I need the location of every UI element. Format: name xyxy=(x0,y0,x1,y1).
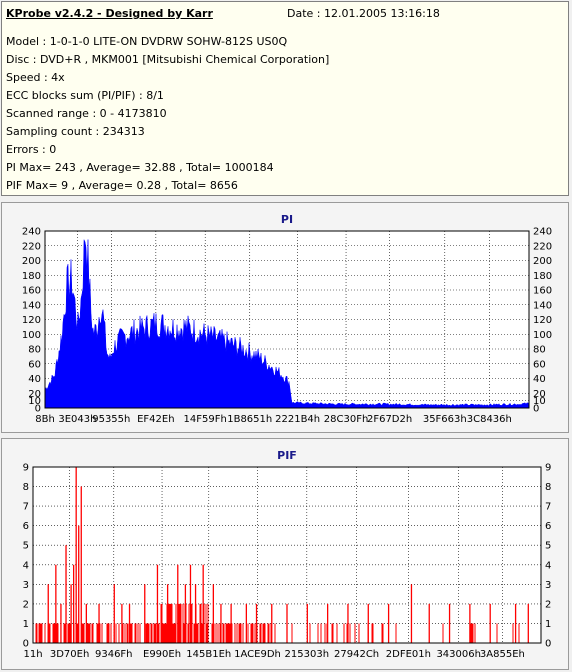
pi-xtick-9: 35F663h xyxy=(423,414,467,425)
pi-ytick-right-2: 20 xyxy=(533,389,546,400)
pif-xtick-5: 1ACE9Dh xyxy=(234,649,281,660)
pif-ytick-left-7: 7 xyxy=(23,502,29,513)
pi-xtick-2: 95355h xyxy=(92,414,130,425)
pi-ytick-left-1: 10 xyxy=(28,396,41,407)
errors-line: Errors : 0 xyxy=(6,143,57,156)
pif-ytick-right-1: 1 xyxy=(545,619,551,630)
pif-ytick-right-4: 4 xyxy=(545,560,551,571)
pi-summary-line: PI Max= 243 , Average= 32.88 , Total= 10… xyxy=(6,161,274,174)
pif-summary-line: PIF Max= 9 , Average= 0.28 , Total= 8656 xyxy=(6,179,238,192)
pi-ytick-right-10: 180 xyxy=(533,271,552,282)
pif-ytick-right-0: 0 xyxy=(545,639,551,650)
pi-xtick-10: 3C8436h xyxy=(467,414,512,425)
range-line: Scanned range : 0 - 4173810 xyxy=(6,107,167,120)
pi-ytick-left-7: 120 xyxy=(22,315,41,326)
pif-ytick-right-6: 6 xyxy=(545,521,551,532)
pi-ytick-left-2: 20 xyxy=(28,389,41,400)
pif-xtick-1: 3D70Eh xyxy=(50,649,89,660)
pif-ytick-left-4: 4 xyxy=(23,560,29,571)
info-panel: KProbe v2.4.2 - Designed by Karr Date : … xyxy=(1,1,569,196)
pif-ytick-left-6: 6 xyxy=(23,521,29,532)
pi-xtick-0: 8Bh xyxy=(35,414,55,425)
pif-ytick-left-5: 5 xyxy=(23,541,29,552)
pif-xtick-3: E990Eh xyxy=(143,649,181,660)
pi-plot-border xyxy=(44,230,530,409)
pif-xtick-9: 343006h xyxy=(436,649,481,660)
ecc-line: ECC blocks sum (PI/PIF) : 8/1 xyxy=(6,89,164,102)
pif-plot-border xyxy=(32,466,542,644)
pi-ytick-left-12: 220 xyxy=(22,241,41,252)
pi-ytick-left-9: 160 xyxy=(22,286,41,297)
pi-ytick-right-9: 160 xyxy=(533,286,552,297)
pi-ytick-right-7: 120 xyxy=(533,315,552,326)
pi-ytick-left-3: 40 xyxy=(28,374,41,385)
pif-ytick-right-5: 5 xyxy=(545,541,551,552)
pif-ytick-left-1: 1 xyxy=(23,619,29,630)
pi-ytick-right-4: 60 xyxy=(533,359,546,370)
pi-ytick-right-12: 220 xyxy=(533,241,552,252)
speed-line: Speed : 4x xyxy=(6,71,65,84)
pif-ytick-right-3: 3 xyxy=(545,580,551,591)
pif-ytick-left-2: 2 xyxy=(23,599,29,610)
pif-ytick-left-0: 0 xyxy=(23,639,29,650)
pif-xtick-6: 215303h xyxy=(285,649,330,660)
pif-ytick-right-9: 9 xyxy=(545,463,551,474)
pi-ytick-right-0: 0 xyxy=(533,404,539,415)
pi-series-area xyxy=(44,239,530,409)
pif-xtick-10: 3A855Eh xyxy=(480,649,525,660)
pif-xtick-7: 27942Ch xyxy=(334,649,379,660)
pi-ytick-right-6: 100 xyxy=(533,330,552,341)
pi-xtick-1: 3E043h xyxy=(58,414,96,425)
scan-date: Date : 12.01.2005 13:16:18 xyxy=(287,7,440,20)
pi-chart-title: PI xyxy=(281,213,293,226)
pif-chart: PIF 0 0 1 1 2 2 3 3 4 4 5 5 6 6 7 7 8 8 9 9 11h 3D70Eh 9346Fh E9… xyxy=(23,449,552,660)
pi-ytick-right-1: 10 xyxy=(533,396,546,407)
pi-ytick-left-8: 140 xyxy=(22,300,41,311)
pi-xtick-3: EF42Eh xyxy=(137,414,174,425)
disc-line: Disc : DVD+R , MKM001 [Mitsubishi Chemic… xyxy=(6,53,330,66)
pi-ytick-right-3: 40 xyxy=(533,374,546,385)
pif-ytick-right-7: 7 xyxy=(545,502,551,513)
pi-chart-panel: PI 0 0 10 10 20 20 40 40 60 60 80 80 100 100 120 120 140 1… xyxy=(1,202,569,433)
pif-xtick-0: 11h xyxy=(23,649,42,660)
pi-ytick-right-5: 80 xyxy=(533,345,546,356)
pi-ytick-right-8: 140 xyxy=(533,300,552,311)
pi-ytick-left-13: 240 xyxy=(22,227,41,238)
sampling-line: Sampling count : 234313 xyxy=(6,125,145,138)
pi-xtick-6: 2221B4h xyxy=(275,414,320,425)
pi-ytick-left-11: 200 xyxy=(22,256,41,267)
pi-ytick-left-5: 80 xyxy=(28,345,41,356)
pi-ytick-left-6: 100 xyxy=(22,330,41,341)
pif-xtick-8: 2DFE01h xyxy=(386,649,431,660)
pif-xtick-2: 9346Fh xyxy=(95,649,133,660)
pif-ytick-left-9: 9 xyxy=(23,463,29,474)
pi-ytick-right-11: 200 xyxy=(533,256,552,267)
pi-ytick-right-13: 240 xyxy=(533,227,552,238)
pi-ytick-left-10: 180 xyxy=(22,271,41,282)
pi-ytick-left-0: 0 xyxy=(35,404,41,415)
pif-chart-title: PIF xyxy=(277,449,297,462)
pi-xtick-7: 28C30Fh xyxy=(324,414,369,425)
pif-chart-panel: PIF 0 0 1 1 2 2 3 3 4 4 5 5 6 6 7 7 8 8 9 9 11h 3D70Eh 9346Fh E9… xyxy=(1,438,569,670)
pi-xtick-5: 1B8651h xyxy=(227,414,272,425)
pif-ytick-left-8: 8 xyxy=(23,482,29,493)
pi-xtick-4: 14F59Fh xyxy=(184,414,227,425)
model-line: Model : 1-0-1-0 LITE-ON DVDRW SOHW-812S … xyxy=(6,35,288,48)
pi-ytick-left-4: 60 xyxy=(28,359,41,370)
app-title: KProbe v2.4.2 - Designed by Karr xyxy=(6,7,213,20)
pi-xtick-8: 2F67D2h xyxy=(367,414,412,425)
pif-ytick-right-8: 8 xyxy=(545,482,551,493)
pif-ytick-left-3: 3 xyxy=(23,580,29,591)
pif-ytick-right-2: 2 xyxy=(545,599,551,610)
pif-xtick-4: 145B1Eh xyxy=(186,649,231,660)
